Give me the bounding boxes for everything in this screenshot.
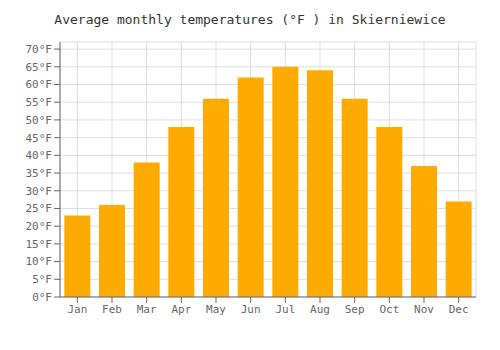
svg-text:40°F: 40°F — [26, 149, 53, 162]
svg-text:Feb: Feb — [102, 303, 122, 316]
svg-text:60°F: 60°F — [26, 78, 53, 91]
svg-text:Dec: Dec — [449, 303, 469, 316]
svg-text:0°F: 0°F — [32, 291, 52, 304]
svg-text:25°F: 25°F — [26, 202, 53, 215]
svg-text:Apr: Apr — [171, 303, 191, 316]
svg-text:Oct: Oct — [379, 303, 399, 316]
svg-text:Jul: Jul — [275, 303, 295, 316]
svg-text:May: May — [206, 303, 226, 316]
svg-text:35°F: 35°F — [26, 167, 53, 180]
svg-text:15°F: 15°F — [26, 238, 53, 251]
svg-text:5°F: 5°F — [32, 273, 52, 286]
svg-text:30°F: 30°F — [26, 185, 53, 198]
svg-text:Mar: Mar — [137, 303, 157, 316]
svg-text:10°F: 10°F — [26, 255, 53, 268]
svg-text:50°F: 50°F — [26, 114, 53, 127]
svg-text:20°F: 20°F — [26, 220, 53, 233]
svg-text:Sep: Sep — [345, 303, 365, 316]
svg-text:Jan: Jan — [67, 303, 87, 316]
html-text:Average monthly temperatures (: Average monthly temperatures (°F ) in Sk… — [54, 12, 446, 27]
svg-text:Nov: Nov — [414, 303, 434, 316]
svg-text:45°F: 45°F — [26, 132, 53, 145]
svg-text:70°F: 70°F — [26, 43, 53, 56]
svg-text:65°F: 65°F — [26, 61, 53, 74]
svg-text:Aug: Aug — [310, 303, 330, 316]
svg-text:55°F: 55°F — [26, 96, 53, 109]
svg-text:Jun: Jun — [241, 303, 261, 316]
